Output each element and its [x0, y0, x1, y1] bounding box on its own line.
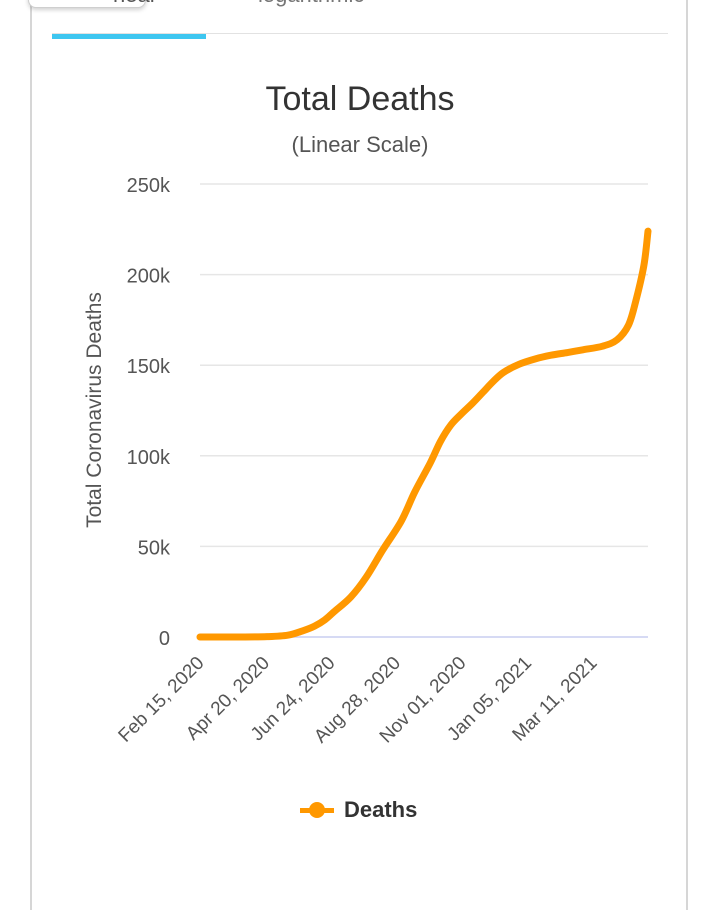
chart-card: [28, 0, 688, 910]
y-tick-label: 50k: [138, 537, 171, 559]
chart-subtitle: (Linear Scale): [291, 132, 429, 157]
chart-title: Total Deaths: [265, 80, 455, 118]
tabs-divider: [52, 33, 668, 34]
y-tick-label: 250k: [127, 175, 171, 197]
chart-plot-area: 0 50k 100k 150k 200k 250k Total Coronavirus De…: [83, 175, 652, 747]
legend-label-deaths: Deaths: [344, 797, 418, 822]
tab-linear[interactable]: near: [113, 0, 157, 8]
chart-legend[interactable]: Deaths: [300, 797, 417, 823]
tab-logarithmic[interactable]: logarithmic: [258, 0, 364, 8]
y-tick-label: 200k: [127, 266, 171, 288]
y-axis-title: Total Coronavirus Deaths: [83, 292, 106, 528]
active-tab-indicator: [52, 34, 206, 39]
y-tick-label: 150k: [127, 356, 171, 378]
series-line-deaths: [196, 227, 652, 641]
y-tick-label: 0: [159, 628, 170, 650]
legend-marker-icon: [300, 802, 334, 818]
y-tick-label: 100k: [127, 447, 171, 469]
